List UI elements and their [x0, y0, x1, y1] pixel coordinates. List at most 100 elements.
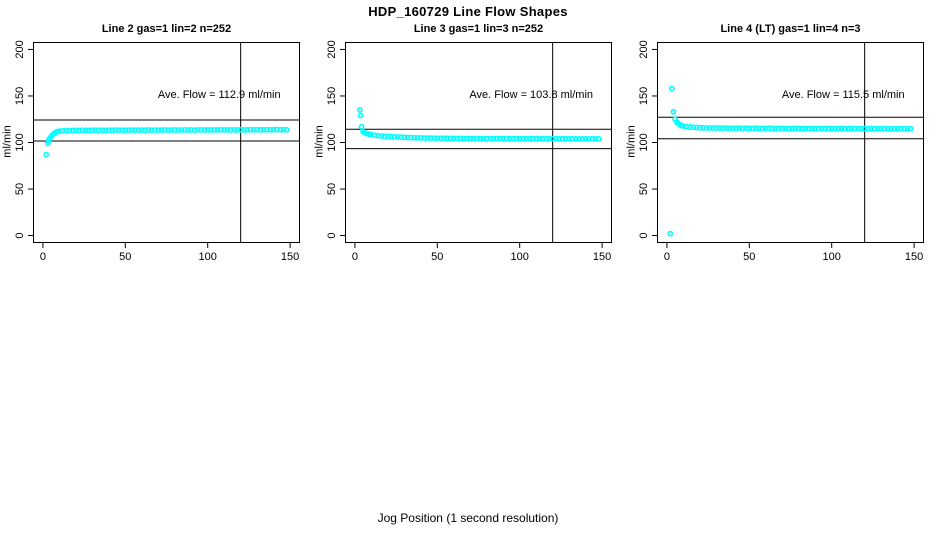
- data-point: [526, 135, 533, 142]
- data-point: [191, 127, 198, 134]
- x-axis-label: Jog Position (1 second resolution): [377, 511, 559, 525]
- data-point: [851, 125, 858, 132]
- data-point: [404, 134, 411, 141]
- data-point: [119, 127, 125, 134]
- data-point: [812, 125, 819, 132]
- data-point: [822, 125, 829, 132]
- data-point: [457, 135, 464, 142]
- data-point: [244, 126, 251, 133]
- data-point: [756, 125, 763, 132]
- x-tick-label: 150: [281, 251, 299, 263]
- data-point: [680, 123, 687, 130]
- data-point: [799, 125, 805, 132]
- data-point: [421, 135, 428, 141]
- data-point: [274, 126, 280, 133]
- data-point: [371, 132, 378, 139]
- data-point: [138, 127, 145, 133]
- data-point: [178, 127, 185, 133]
- data-point: [766, 125, 772, 132]
- data-point: [723, 125, 730, 131]
- y-tick-label: 100: [326, 133, 338, 151]
- data-point: [470, 135, 477, 142]
- data-point: [687, 124, 693, 130]
- data-point: [378, 133, 385, 139]
- data-point: [782, 125, 789, 132]
- data-point: [898, 125, 904, 132]
- data-point: [384, 133, 391, 140]
- data-point: [145, 127, 152, 133]
- data-point: [894, 125, 901, 132]
- data-point: [368, 131, 375, 138]
- data-point: [447, 135, 454, 142]
- x-tick-label: 100: [199, 251, 217, 263]
- data-point: [769, 125, 776, 132]
- data-point: [254, 126, 261, 133]
- data-point: [539, 135, 546, 142]
- data-point: [789, 125, 796, 132]
- data-point: [388, 133, 395, 140]
- data-point: [208, 127, 214, 133]
- data-point: [105, 127, 112, 134]
- data-point: [72, 127, 79, 134]
- y-tick-label: 100: [638, 133, 650, 151]
- panel-title: Line 2 gas=1 lin=2 n=252: [101, 23, 232, 35]
- panel-line-4: Line 4 (LT) gas=1 lin=4 n=3 ml/min 0 50 10…: [624, 0, 936, 290]
- data-point: [576, 135, 582, 142]
- data-point: [858, 125, 865, 132]
- data-point: [76, 127, 83, 134]
- data-point: [408, 134, 414, 141]
- data-point: [99, 127, 106, 134]
- x-tick-label: 50: [431, 251, 443, 263]
- data-point: [881, 125, 888, 132]
- data-point: [194, 127, 201, 133]
- y-tick-label: 50: [14, 183, 26, 195]
- plot-area-line-2: 0 50 100 150 0 50 100 150 200 Ave. Flow = 112.9 m…: [14, 40, 300, 263]
- data-point: [556, 135, 563, 142]
- data-point: [749, 125, 756, 132]
- data-point: [69, 127, 76, 134]
- data-point: [809, 125, 815, 132]
- data-point: [569, 135, 576, 142]
- data-point: [729, 125, 736, 132]
- data-point: [450, 135, 457, 142]
- data-point: [473, 135, 480, 142]
- data-point: [411, 134, 418, 141]
- data-point: [805, 125, 812, 132]
- data-point: [231, 126, 237, 133]
- data-point: [224, 126, 231, 133]
- data-point: [592, 135, 599, 142]
- data-point: [82, 127, 89, 134]
- data-point: [865, 125, 871, 132]
- data-point: [59, 127, 66, 134]
- data-point: [579, 135, 586, 142]
- data-point: [227, 127, 234, 133]
- data-point: [171, 127, 178, 133]
- data-point: [152, 127, 158, 133]
- data-point: [762, 125, 769, 132]
- data-point: [562, 135, 569, 142]
- data-point: [855, 125, 861, 132]
- data-point: [122, 127, 129, 134]
- data-point: [96, 127, 102, 134]
- data-point: [102, 127, 109, 134]
- data-point: [716, 125, 723, 131]
- data-point: [358, 123, 365, 130]
- data-point: [381, 133, 388, 140]
- annotation-ave-flow: Ave. Flow = 115.5 ml/min: [782, 89, 905, 101]
- data-point: [884, 125, 891, 132]
- data-point: [546, 135, 553, 142]
- data-point: [700, 124, 707, 131]
- x-tick-label: 0: [352, 251, 358, 263]
- y-tick-label: 200: [326, 40, 338, 58]
- data-point: [89, 127, 96, 134]
- data-point: [746, 125, 753, 132]
- data-point: [201, 127, 208, 133]
- data-point: [667, 230, 674, 237]
- data-point: [135, 127, 142, 134]
- data-point: [440, 135, 447, 142]
- data-point: [161, 127, 168, 133]
- data-point: [79, 127, 86, 134]
- data-point: [670, 108, 677, 115]
- data-point: [267, 126, 274, 133]
- data-point: [888, 126, 894, 132]
